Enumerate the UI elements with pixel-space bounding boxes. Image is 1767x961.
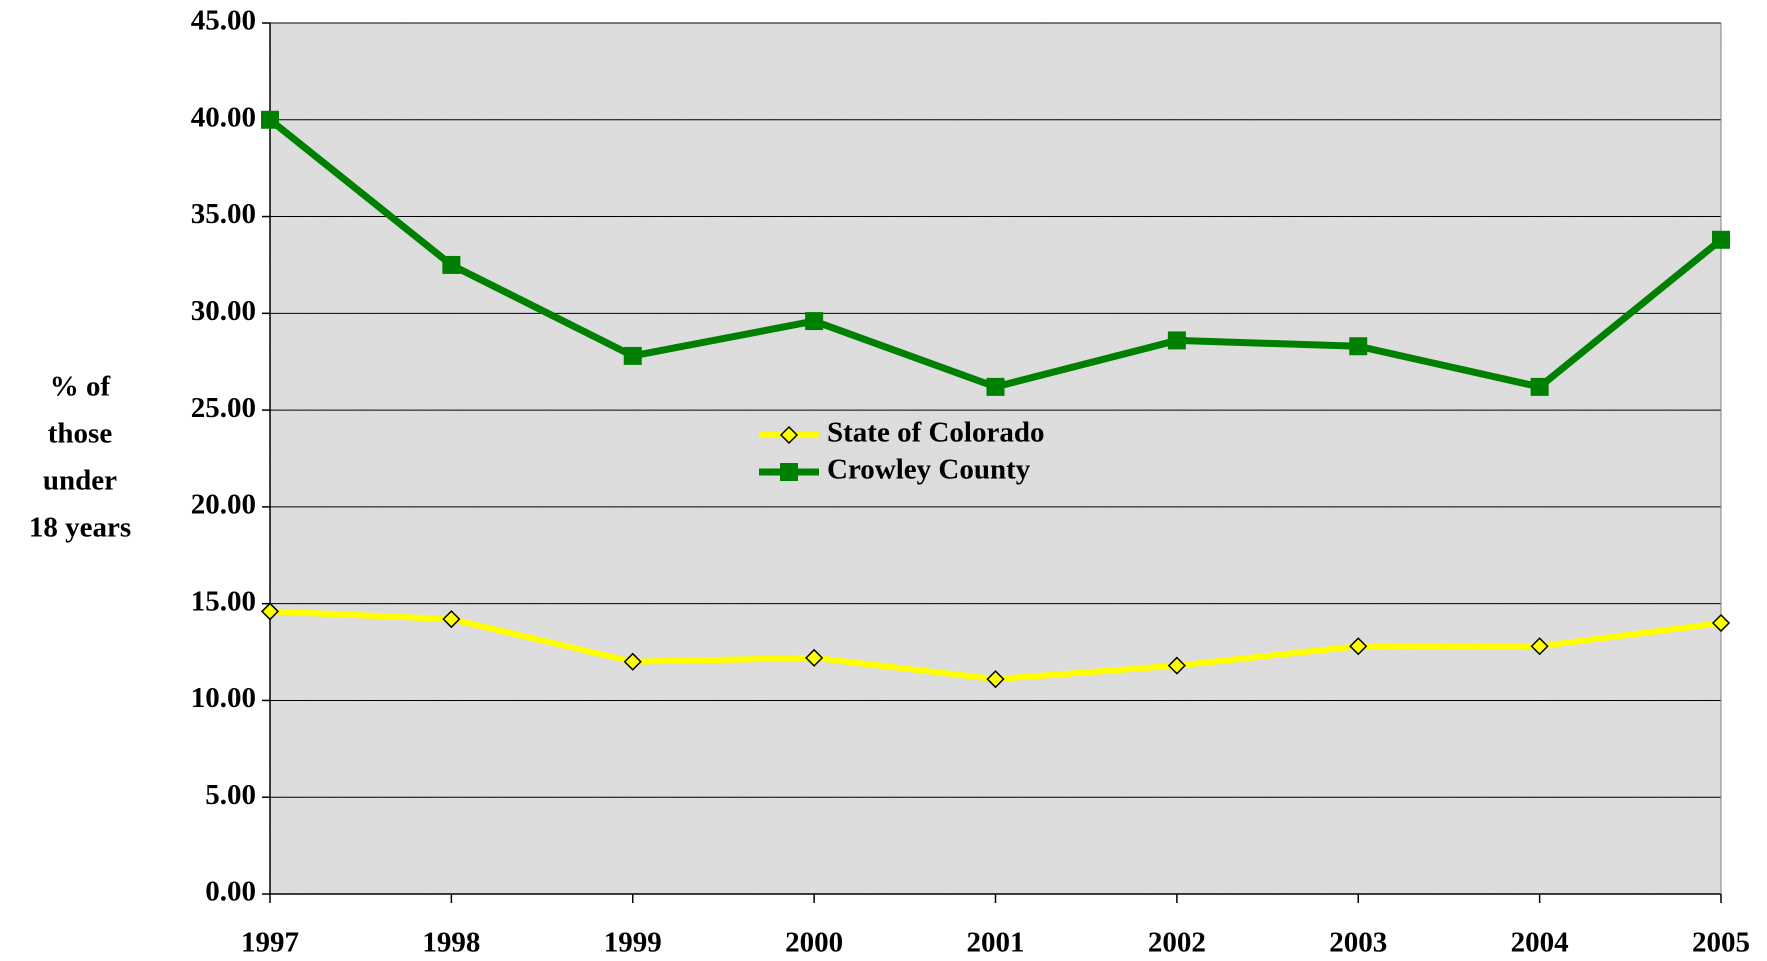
marker <box>260 602 280 621</box>
x-tick-label: 2003 <box>1329 927 1387 959</box>
marker <box>1530 637 1549 656</box>
legend-label: State of Colorado <box>827 417 1044 449</box>
y-axis-label: % of <box>50 371 111 403</box>
marker <box>780 463 798 481</box>
plot-area <box>270 23 1721 894</box>
marker <box>1712 230 1730 249</box>
y-tick-label: 25.00 <box>191 392 256 424</box>
y-tick-label: 45.00 <box>191 5 256 37</box>
x-tick-label: 2001 <box>967 927 1025 959</box>
marker <box>1167 331 1186 350</box>
x-tick-label: 1997 <box>241 927 299 959</box>
y-tick-label: 20.00 <box>191 489 256 521</box>
y-tick-label: 35.00 <box>191 198 256 230</box>
marker <box>1349 637 1368 656</box>
marker <box>779 425 799 445</box>
axes: 0.00 5.00 10.00 15.00 20.00 25.00 30.00 35.00 40… <box>29 5 1750 959</box>
y-axis-label: under <box>43 465 117 497</box>
marker <box>1167 656 1186 675</box>
y-tick-label: 15.00 <box>191 585 256 617</box>
x-tick-label: 1998 <box>422 927 480 959</box>
y-tick-label: 40.00 <box>191 101 256 133</box>
x-tick-label: 2005 <box>1692 927 1750 959</box>
series <box>260 110 1731 689</box>
x-tick-label: 2002 <box>1148 927 1206 959</box>
y-axis-label: 18 years <box>29 512 131 544</box>
y-tick-label: 0.00 <box>205 876 256 908</box>
y-tick-label: 5.00 <box>205 779 256 811</box>
plot-texture <box>270 23 1721 894</box>
legend-label: Crowley County <box>827 454 1031 486</box>
marker <box>1530 377 1549 396</box>
marker <box>623 346 642 365</box>
marker <box>986 670 1005 689</box>
y-axis-label: those <box>48 418 113 450</box>
marker <box>442 255 461 274</box>
y-tick-label: 30.00 <box>191 295 256 327</box>
x-tick-label: 2004 <box>1511 927 1569 959</box>
marker <box>805 648 824 667</box>
marker <box>805 312 824 331</box>
grid <box>270 22 1721 895</box>
marker <box>1711 613 1731 633</box>
legend: State of Colorado Crowley County <box>759 417 1044 486</box>
marker <box>986 377 1005 396</box>
marker <box>442 610 461 629</box>
x-tick-label: 1999 <box>604 927 662 959</box>
y-tick-label: 10.00 <box>191 682 256 714</box>
marker <box>261 110 279 129</box>
x-tick-label: 2000 <box>785 927 843 959</box>
marker <box>623 652 642 671</box>
marker <box>1349 337 1368 356</box>
